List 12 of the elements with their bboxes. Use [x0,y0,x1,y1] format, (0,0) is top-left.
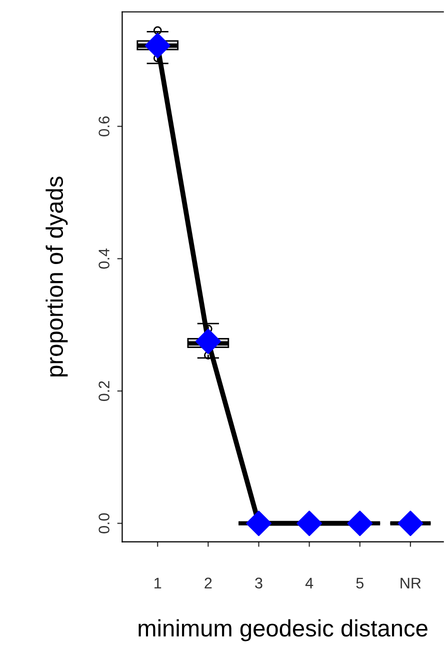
y-axis-title: proportion of dyads [46,176,68,376]
x-tick-label: 4 [305,578,314,588]
y-tick-label: 0.0 [98,513,110,534]
x-axis-title: minimum geodesic distance [138,619,428,642]
y-tick-label: 0.6 [98,116,110,136]
x-tick-label: 1 [154,578,162,588]
x-tick-label: 2 [204,578,212,588]
y-tick-label: 0.4 [98,248,110,269]
x-tick-label: 5 [356,578,364,588]
x-tick-label: NR [400,578,421,588]
x-tick-label: 3 [255,578,262,588]
y-tick-label: 0.2 [98,381,110,402]
